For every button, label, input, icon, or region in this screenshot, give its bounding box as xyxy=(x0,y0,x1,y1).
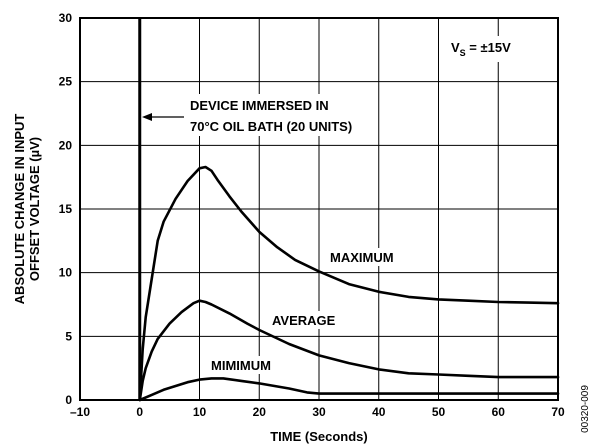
y-tick-label: 20 xyxy=(59,138,73,152)
immersion-annotation-line2: 70°C OIL BATH (20 UNITS) xyxy=(190,119,352,134)
x-tick-label: –10 xyxy=(70,405,90,419)
annotation-background xyxy=(180,94,370,136)
min-label-background xyxy=(206,356,290,374)
series-label-minimum: MIMIMUM xyxy=(211,358,271,373)
plot-frame xyxy=(79,17,559,401)
y-tick-label: 10 xyxy=(59,266,73,280)
supply-annotation-background xyxy=(444,36,548,62)
supply-voltage-annotation: VS = ±15V xyxy=(451,40,511,58)
y-tick-label: 15 xyxy=(59,202,73,216)
y-tick-labels: 0 5 10 15 20 25 30 xyxy=(59,11,73,407)
y-tick-label: 25 xyxy=(59,75,73,89)
y-tick-label: 30 xyxy=(59,11,73,25)
x-tick-label: 20 xyxy=(253,405,267,419)
supply-voltage-subscript: S xyxy=(460,48,466,58)
supply-voltage-value: = ±15V xyxy=(466,40,511,55)
series-lines xyxy=(138,165,560,402)
x-tick-label: 60 xyxy=(492,405,506,419)
supply-voltage-symbol: V xyxy=(451,40,460,55)
immersion-annotation-line1: DEVICE IMMERSED IN xyxy=(190,98,329,113)
y-axis-title-line2: OFFSET VOLTAGE (µV) xyxy=(27,137,42,281)
x-tick-label: 50 xyxy=(432,405,446,419)
figure-id: 00320-009 xyxy=(580,385,591,433)
series-label-maximum: MAXIMUM xyxy=(330,250,394,265)
x-axis-title: TIME (Seconds) xyxy=(270,429,368,444)
x-tick-label: 40 xyxy=(372,405,386,419)
x-tick-label: 0 xyxy=(136,405,143,419)
y-tick-label: 0 xyxy=(65,393,72,407)
y-tick-label: 5 xyxy=(65,329,72,343)
series-line-maximum xyxy=(138,165,560,402)
x-tick-label: 70 xyxy=(551,405,565,419)
series-line-mimimum xyxy=(138,377,560,402)
avg-label-background xyxy=(266,311,352,329)
x-tick-labels: –10 0 10 20 30 40 50 60 70 xyxy=(70,405,565,419)
x-tick-label: 10 xyxy=(193,405,207,419)
series-label-average: AVERAGE xyxy=(272,313,336,328)
series-line-average xyxy=(138,299,560,402)
annotation-arrow xyxy=(142,113,184,121)
x-tick-label: 30 xyxy=(312,405,326,419)
y-axis-title-line1: ABSOLUTE CHANGE IN INPUT xyxy=(12,114,27,305)
max-label-background xyxy=(324,248,412,266)
